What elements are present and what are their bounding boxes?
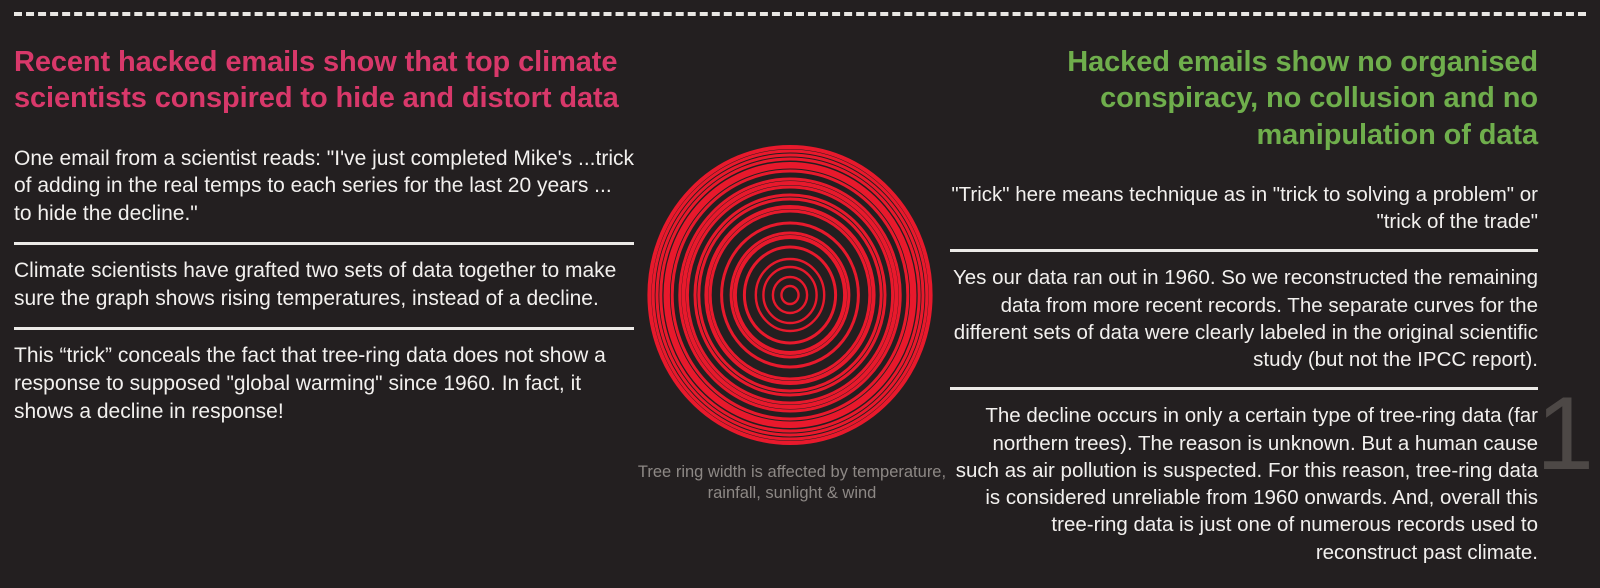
tree-ring-11	[693, 193, 887, 397]
tree-ring-15	[670, 169, 910, 421]
tree-ring-4	[742, 245, 838, 345]
fact-headline: Hacked emails show no organised conspira…	[1067, 46, 1538, 151]
fact-paragraph-3: The decline occurs in only a certain typ…	[955, 404, 1538, 564]
tree-ring-17	[663, 162, 917, 428]
tree-ring-12	[685, 185, 895, 405]
fact-column: Hacked emails show no organised conspira…	[950, 44, 1538, 578]
tree-ring-19	[655, 153, 925, 437]
tree-ring-13	[681, 181, 899, 409]
tree-ring-14	[678, 177, 902, 413]
top-dashed-divider	[14, 12, 1586, 16]
tree-ring-21	[647, 145, 933, 445]
tree-ring-20	[651, 149, 929, 441]
fact-separator-1	[950, 249, 1538, 253]
myth-paragraph-1: One email from a scientist reads: "I've …	[14, 146, 635, 226]
tree-ring-1	[771, 275, 809, 315]
tree-ring-16	[666, 165, 914, 425]
tree-ring-caption: Tree ring width is affected by temperatu…	[637, 463, 947, 503]
tree-ring-5	[732, 235, 848, 355]
page-number-watermark: 1	[1536, 376, 1594, 492]
myth-paragraph-3: This “trick” conceals the fact that tree…	[14, 344, 606, 423]
tree-ring-0	[780, 284, 800, 306]
myth-separator-2	[14, 327, 634, 331]
tree-ring-3	[754, 257, 826, 333]
fact-paragraph-2: Yes our data ran out in 1960. So we reco…	[952, 266, 1538, 371]
fact-separator-2	[950, 387, 1538, 391]
tree-ring-7	[720, 221, 860, 369]
tree-ring-2	[762, 265, 818, 325]
tree-ring-10	[697, 197, 883, 393]
myth-paragraph-2: Climate scientists have grafted two sets…	[14, 259, 617, 311]
myth-separator-1	[14, 242, 634, 246]
tree-ring-8	[708, 209, 872, 381]
myth-headline: Recent hacked emails show that top clima…	[14, 46, 619, 115]
tree-ring-9	[704, 205, 876, 385]
tree-ring-18	[659, 157, 921, 433]
fact-paragraph-1: "Trick" here means technique as in "tric…	[951, 182, 1538, 233]
myth-column: Recent hacked emails show that top clima…	[14, 44, 634, 438]
tree-ring-6	[729, 231, 851, 359]
tree-ring-icon	[636, 140, 948, 460]
